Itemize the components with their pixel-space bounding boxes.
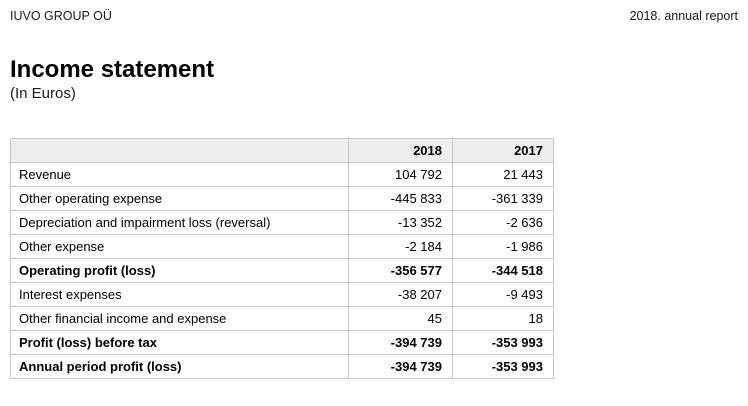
value-2018: 45 bbox=[348, 306, 453, 331]
value-2017: -353 993 bbox=[452, 330, 554, 355]
value-2017: -1 986 bbox=[452, 234, 554, 259]
row-label: Other financial income and expense bbox=[10, 306, 349, 331]
header-year-2017: 2017 bbox=[452, 138, 554, 163]
value-2018: 104 792 bbox=[348, 162, 453, 187]
value-2017: 21 443 bbox=[452, 162, 554, 187]
value-2018: -38 207 bbox=[348, 282, 453, 307]
row-label: Revenue bbox=[10, 162, 349, 187]
value-2017: -361 339 bbox=[452, 186, 554, 211]
page-subtitle: (In Euros) bbox=[10, 85, 76, 102]
report-label: 2018. annual report bbox=[629, 9, 738, 23]
value-2017: 18 bbox=[452, 306, 554, 331]
value-2017: -353 993 bbox=[452, 354, 554, 379]
header-year-2018: 2018 bbox=[348, 138, 453, 163]
table-row: Depreciation and impairment loss (revers… bbox=[10, 210, 554, 235]
value-2018: -445 833 bbox=[348, 186, 453, 211]
table-row-subtotal: Profit (loss) before tax -394 739 -353 9… bbox=[10, 330, 554, 355]
table-row-subtotal: Operating profit (loss) -356 577 -344 51… bbox=[10, 258, 554, 283]
value-2018: -394 739 bbox=[348, 330, 453, 355]
row-label: Operating profit (loss) bbox=[10, 258, 349, 283]
table-row: Other expense -2 184 -1 986 bbox=[10, 234, 554, 259]
value-2017: -9 493 bbox=[452, 282, 554, 307]
table-header-row: 2018 2017 bbox=[10, 138, 554, 163]
company-name: IUVO GROUP OÜ bbox=[10, 9, 112, 23]
value-2017: -2 636 bbox=[452, 210, 554, 235]
header-label-cell bbox=[10, 138, 349, 163]
table-row: Interest expenses -38 207 -9 493 bbox=[10, 282, 554, 307]
value-2017: -344 518 bbox=[452, 258, 554, 283]
table-row-subtotal: Annual period profit (loss) -394 739 -35… bbox=[10, 354, 554, 379]
value-2018: -2 184 bbox=[348, 234, 453, 259]
page-title: Income statement bbox=[10, 56, 215, 83]
table-row: Other operating expense -445 833 -361 33… bbox=[10, 186, 554, 211]
row-label: Profit (loss) before tax bbox=[10, 330, 349, 355]
row-label: Annual period profit (loss) bbox=[10, 354, 349, 379]
row-label: Depreciation and impairment loss (revers… bbox=[10, 210, 349, 235]
income-statement-table: 2018 2017 Revenue 104 792 21 443 Other o… bbox=[10, 138, 554, 379]
table-row: Revenue 104 792 21 443 bbox=[10, 162, 554, 187]
row-label: Other expense bbox=[10, 234, 349, 259]
table-row: Other financial income and expense 45 18 bbox=[10, 306, 554, 331]
value-2018: -394 739 bbox=[348, 354, 453, 379]
page-header: IUVO GROUP OÜ 2018. annual report bbox=[0, 0, 748, 23]
value-2018: -13 352 bbox=[348, 210, 453, 235]
row-label: Other operating expense bbox=[10, 186, 349, 211]
value-2018: -356 577 bbox=[348, 258, 453, 283]
row-label: Interest expenses bbox=[10, 282, 349, 307]
